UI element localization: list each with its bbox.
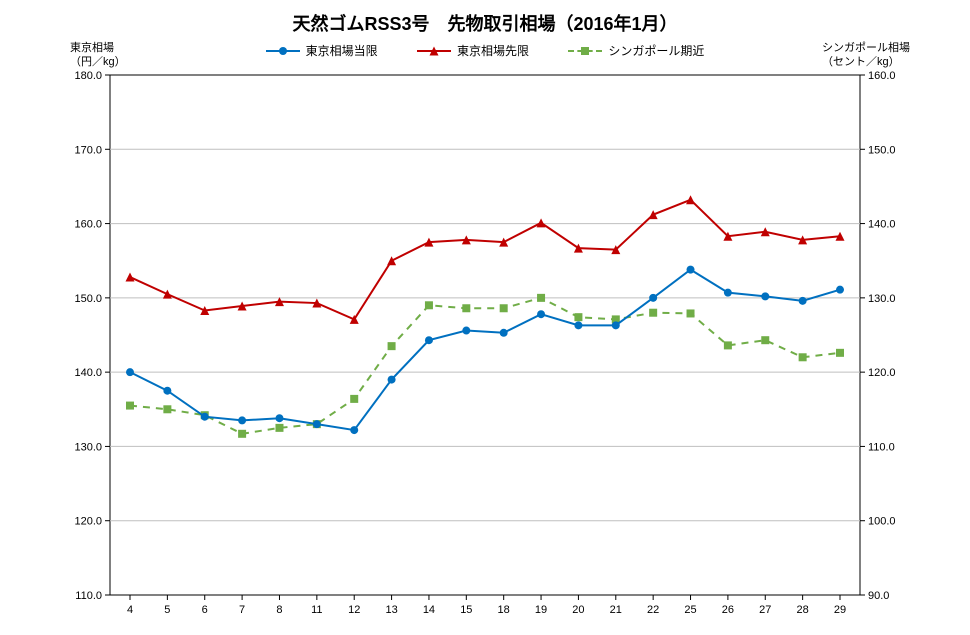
svg-text:25: 25 [684,604,696,616]
legend-label-1: 東京相場当限 [306,42,378,59]
svg-text:150.0: 150.0 [74,293,102,305]
legend-swatch-1 [266,44,300,58]
svg-text:15: 15 [460,604,472,616]
svg-text:29: 29 [834,604,846,616]
svg-text:12: 12 [348,604,360,616]
svg-text:4: 4 [127,604,133,616]
svg-text:160.0: 160.0 [74,219,102,231]
svg-text:120.0: 120.0 [868,367,896,379]
chart-container: 天然ゴムRSS3号 先物取引相場（2016年1月） 東京相場 （円／kg） シン… [0,0,970,635]
svg-text:5: 5 [164,604,170,616]
svg-text:19: 19 [535,604,547,616]
legend-label-2: 東京相場先限 [457,42,529,59]
svg-text:21: 21 [610,604,622,616]
legend-label-3: シンガポール期近 [608,42,704,59]
svg-text:100.0: 100.0 [868,516,896,528]
svg-text:120.0: 120.0 [74,516,102,528]
chart-title: 天然ゴムRSS3号 先物取引相場（2016年1月） [0,10,970,36]
svg-text:27: 27 [759,604,771,616]
legend: 東京相場当限 東京相場先限 シンガポール期近 [0,42,970,61]
legend-item-1: 東京相場当限 [266,42,378,59]
legend-swatch-3 [568,44,602,58]
svg-text:110.0: 110.0 [868,441,895,453]
svg-text:11: 11 [311,604,322,616]
svg-text:140.0: 140.0 [74,367,102,379]
svg-text:160.0: 160.0 [868,70,896,82]
svg-text:22: 22 [647,604,659,616]
svg-text:140.0: 140.0 [868,219,896,231]
svg-text:8: 8 [276,604,282,616]
svg-text:28: 28 [797,604,809,616]
legend-item-2: 東京相場先限 [417,42,529,59]
svg-text:7: 7 [239,604,245,616]
legend-item-3: シンガポール期近 [568,42,704,59]
svg-text:20: 20 [572,604,584,616]
svg-text:130.0: 130.0 [868,293,896,305]
svg-text:180.0: 180.0 [74,70,102,82]
svg-text:13: 13 [385,604,397,616]
svg-text:130.0: 130.0 [74,441,102,453]
svg-text:170.0: 170.0 [74,144,102,156]
svg-text:90.0: 90.0 [868,590,889,602]
chart-plot: 110.0 120.0 130.0 140.0 150.0 160.0 170.0 180.0… [0,0,970,635]
svg-text:14: 14 [423,604,435,616]
svg-text:110.0: 110.0 [75,590,102,602]
svg-text:26: 26 [722,604,734,616]
svg-text:150.0: 150.0 [868,144,896,156]
legend-swatch-2 [417,44,451,58]
svg-text:18: 18 [498,604,510,616]
svg-text:6: 6 [202,604,208,616]
